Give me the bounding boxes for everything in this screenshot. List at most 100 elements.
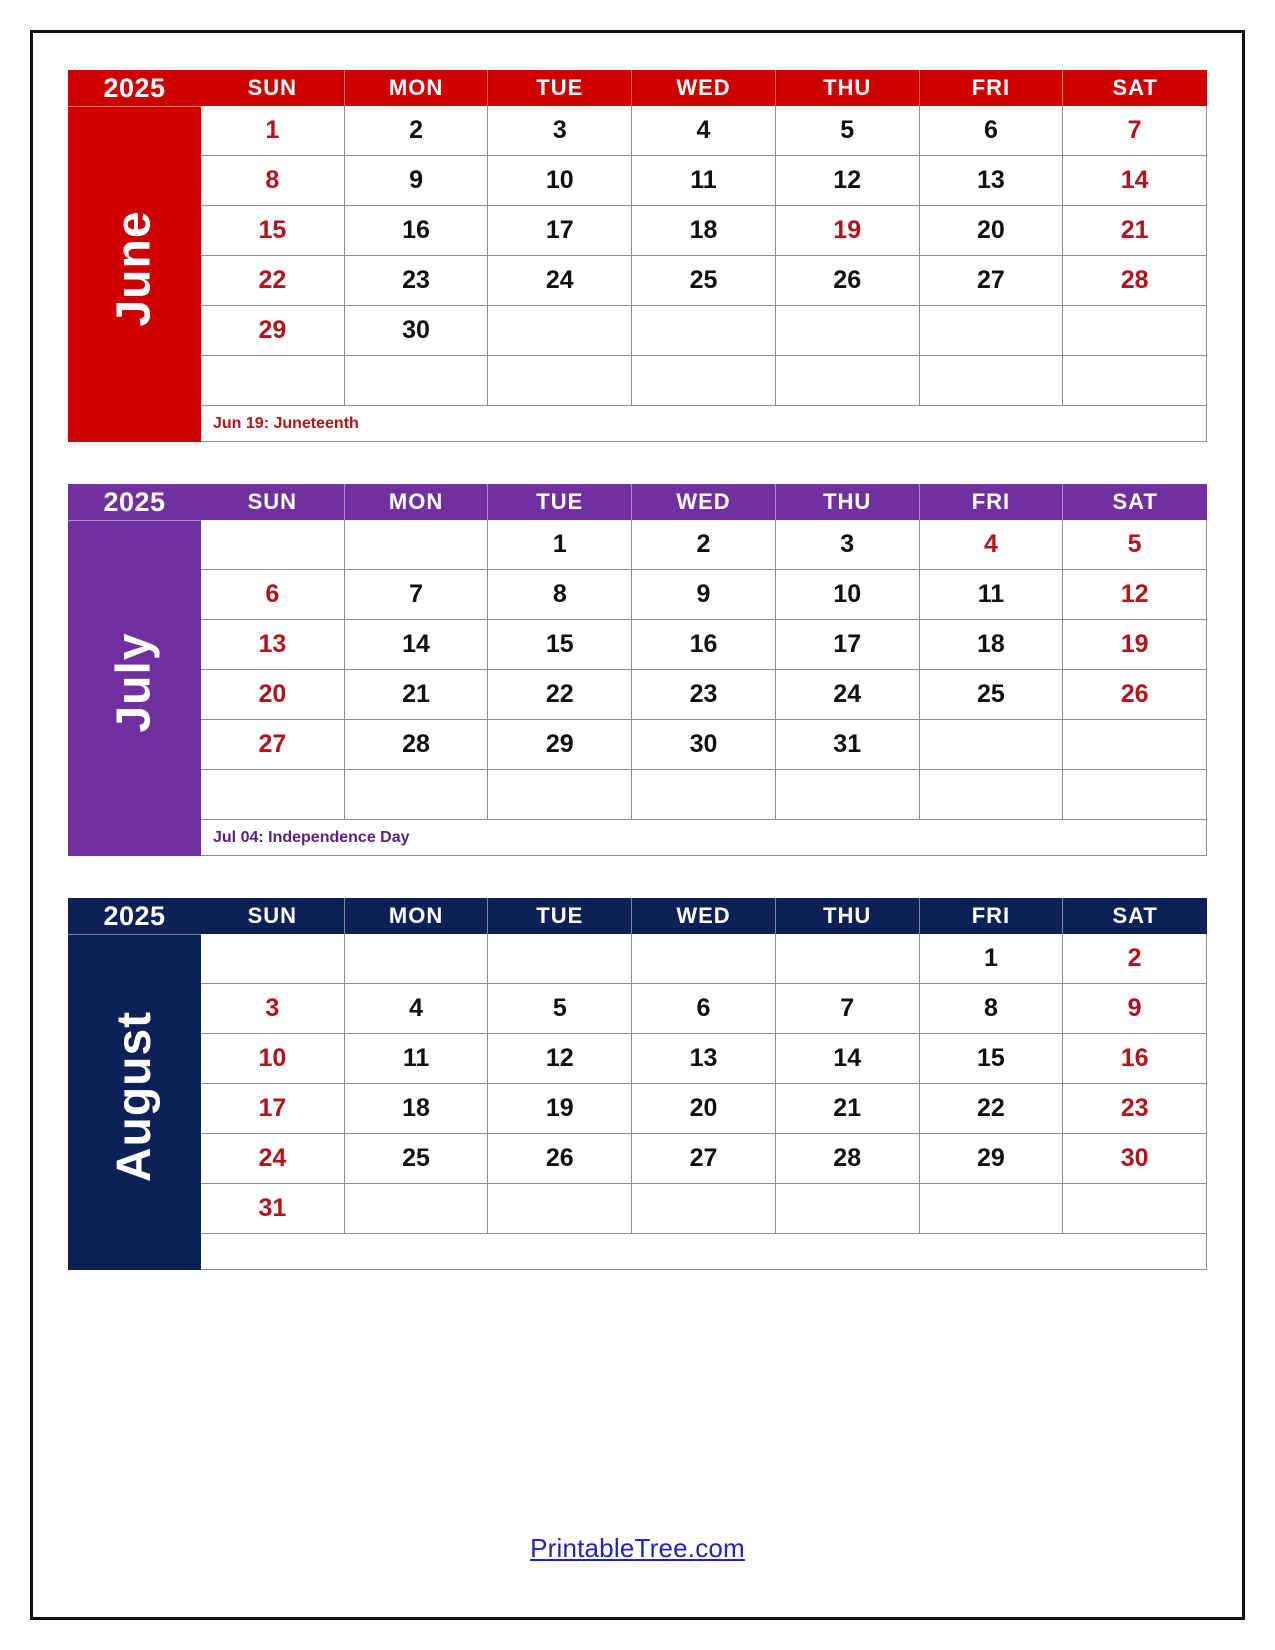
day-cell[interactable]: 15 [488,620,633,670]
day-cell[interactable]: 23 [344,256,489,306]
day-cell[interactable]: 6 [632,984,776,1034]
weekday-header-sat: SAT [1112,489,1158,514]
day-cell[interactable]: 6 [919,106,1064,156]
day-cell[interactable]: 26 [488,1134,633,1184]
day-cell[interactable]: 24 [775,670,920,720]
day-cell[interactable]: 8 [919,984,1064,1034]
day-cell[interactable]: 19 [488,1084,633,1134]
day-cell[interactable]: 13 [632,1034,776,1084]
day-cell[interactable]: 14 [775,1034,920,1084]
day-cell-empty [632,934,776,984]
day-cell[interactable]: 29 [488,720,633,770]
day-cell[interactable]: 2 [344,106,489,156]
day-cell[interactable]: 8 [488,570,633,620]
day-cell[interactable]: 28 [775,1134,920,1184]
day-cell[interactable]: 24 [488,256,633,306]
day-cell[interactable]: 8 [201,156,345,206]
day-cell[interactable]: 25 [344,1134,489,1184]
day-cell[interactable]: 30 [344,306,489,356]
day-cell[interactable]: 4 [632,106,776,156]
day-cell[interactable]: 5 [775,106,920,156]
day-cell[interactable]: 30 [1063,1134,1207,1184]
day-cell[interactable]: 4 [919,520,1064,570]
day-cell[interactable]: 19 [775,206,920,256]
day-cell[interactable]: 12 [775,156,920,206]
day-cell[interactable]: 14 [1063,156,1207,206]
day-cell[interactable]: 22 [919,1084,1064,1134]
day-cell[interactable]: 1 [919,934,1064,984]
day-cell[interactable]: 21 [775,1084,920,1134]
day-cell[interactable]: 24 [201,1134,345,1184]
day-cell[interactable]: 9 [1063,984,1207,1034]
day-cell[interactable]: 16 [632,620,776,670]
day-cell[interactable]: 21 [1063,206,1207,256]
day-cell[interactable]: 28 [1063,256,1207,306]
day-cell[interactable]: 13 [201,620,345,670]
day-cell[interactable]: 19 [1063,620,1207,670]
day-cell[interactable]: 20 [632,1084,776,1134]
day-cell[interactable]: 30 [632,720,776,770]
day-cell[interactable]: 1 [201,106,345,156]
day-cell[interactable]: 31 [201,1184,345,1234]
day-cell[interactable]: 10 [488,156,633,206]
printabletree-link[interactable]: PrintableTree.com [530,1533,745,1563]
day-cell[interactable]: 2 [632,520,776,570]
day-cell-empty [919,306,1064,356]
day-cell[interactable]: 23 [1063,1084,1207,1134]
day-cell[interactable]: 6 [201,570,345,620]
day-cell[interactable]: 12 [1063,570,1207,620]
day-cell[interactable]: 3 [201,984,345,1034]
day-cell[interactable]: 29 [919,1134,1064,1184]
day-cell[interactable]: 7 [775,984,920,1034]
day-cell[interactable]: 4 [344,984,489,1034]
day-cell[interactable]: 3 [488,106,633,156]
day-cell[interactable]: 16 [344,206,489,256]
day-cell[interactable]: 17 [201,1084,345,1134]
day-cell[interactable]: 7 [1063,106,1207,156]
day-cell[interactable]: 31 [775,720,920,770]
day-cell[interactable]: 20 [201,670,345,720]
day-cell[interactable]: 16 [1063,1034,1207,1084]
day-cell[interactable]: 29 [201,306,345,356]
day-cell[interactable]: 20 [919,206,1064,256]
day-cell[interactable]: 21 [344,670,489,720]
day-cell-empty [775,356,920,406]
day-cell[interactable]: 25 [919,670,1064,720]
day-cell[interactable]: 27 [919,256,1064,306]
day-cell[interactable]: 22 [488,670,633,720]
day-cell[interactable]: 14 [344,620,489,670]
day-cell[interactable]: 22 [201,256,345,306]
day-cell[interactable]: 17 [775,620,920,670]
day-cell[interactable]: 5 [1063,520,1207,570]
day-cell[interactable]: 9 [344,156,489,206]
day-cell[interactable]: 2 [1063,934,1207,984]
day-cell[interactable]: 11 [919,570,1064,620]
day-cell[interactable]: 12 [488,1034,633,1084]
day-cell[interactable]: 11 [344,1034,489,1084]
day-cell[interactable]: 18 [632,206,776,256]
day-cell[interactable]: 23 [632,670,776,720]
day-cell[interactable]: 15 [919,1034,1064,1084]
day-cell[interactable]: 7 [344,570,489,620]
day-cell[interactable]: 26 [1063,670,1207,720]
day-cell[interactable]: 17 [488,206,633,256]
day-cell[interactable]: 28 [344,720,489,770]
day-cell[interactable]: 25 [632,256,776,306]
holiday-note-row-june: Jun 19: Juneteenth [201,406,1207,442]
day-cell[interactable]: 9 [632,570,776,620]
day-cell[interactable]: 18 [919,620,1064,670]
day-cell[interactable]: 5 [488,984,633,1034]
day-cell[interactable]: 13 [919,156,1064,206]
day-cell[interactable]: 10 [775,570,920,620]
day-cell[interactable]: 18 [344,1084,489,1134]
day-cell[interactable]: 1 [488,520,633,570]
day-cell[interactable]: 27 [201,720,345,770]
day-cell[interactable]: 26 [775,256,920,306]
day-cell[interactable]: 11 [632,156,776,206]
day-cell[interactable]: 10 [201,1034,345,1084]
day-cell[interactable]: 3 [775,520,920,570]
day-cell[interactable]: 27 [632,1134,776,1184]
day-cell[interactable]: 15 [201,206,345,256]
